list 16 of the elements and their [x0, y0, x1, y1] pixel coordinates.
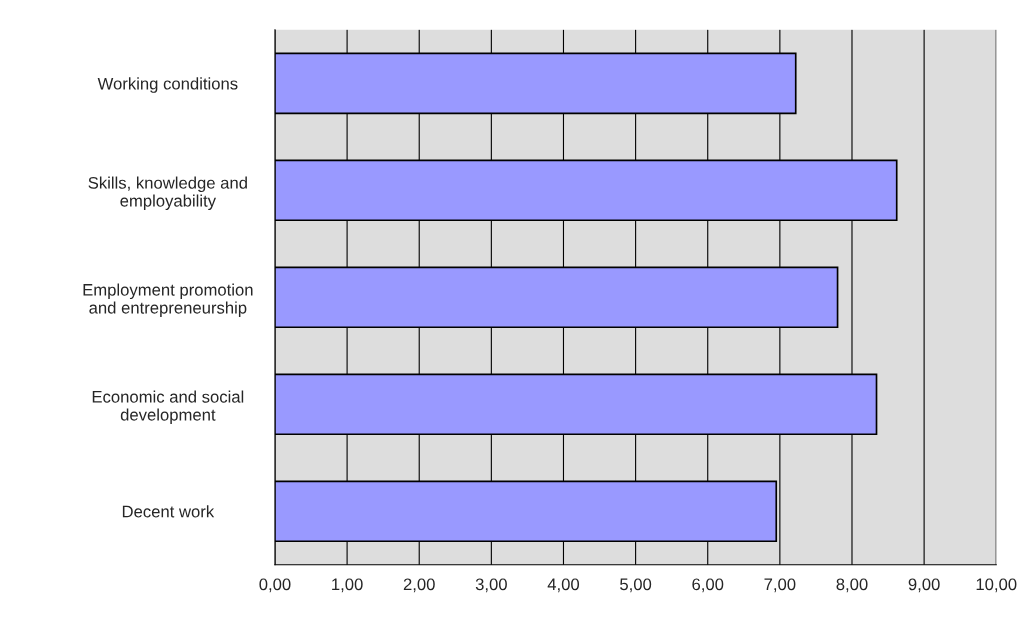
x-tick-label: 2,00	[403, 578, 435, 593]
x-tick-label: 8,00	[836, 578, 868, 593]
x-tick-label: 6,00	[692, 578, 724, 593]
x-tick-label: 5,00	[620, 578, 652, 593]
x-tick-label: 4,00	[547, 578, 580, 593]
y-tick-label: Working conditions	[97, 77, 238, 93]
y-tick-label: Employment promotion and entrepreneurship	[83, 283, 253, 317]
y-tick-label: Skills, knowledge and employability	[88, 176, 247, 211]
x-tick-label: 10,00	[976, 578, 1017, 593]
x-tick-label: 3,00	[475, 578, 507, 593]
x-tick-label: 7,00	[764, 578, 796, 593]
y-tick-label: Economic and social development	[92, 390, 244, 424]
x-tick-label: 1,00	[332, 578, 363, 593]
x-tick-label: 9,00	[908, 578, 940, 593]
x-tick-label: 0,00	[259, 578, 291, 593]
y-tick-label: Decent work	[122, 505, 215, 518]
